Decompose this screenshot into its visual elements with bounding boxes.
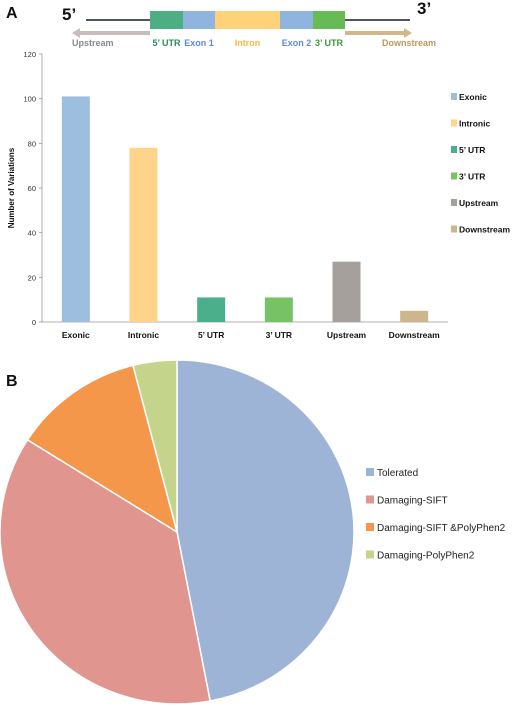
gene-structure-diagram: Upstream 5’ UTR Exon 1 Intron Exon 2 3’ UTR Do…: [72, 11, 436, 48]
pie-slices: [0, 359, 355, 705]
gene-segment-intron: [215, 11, 280, 29]
gene-segment-exon-2: [280, 11, 313, 29]
gene-segment-label-3-utr: 3’ UTR: [315, 38, 344, 48]
y-axis-title: Number of Variations: [7, 147, 16, 228]
bar-chart: Number of Variations 0 20 40 60 80 100 120 Exo…: [7, 50, 510, 340]
pie-legend-label-damaging-sift: Damaging-SIFT: [377, 496, 448, 507]
legend-label-intronic: Intronic: [459, 119, 490, 129]
category-label-exonic: Exonic: [62, 330, 90, 340]
legend-swatch-3-utr: [451, 172, 457, 180]
legend-label-upstream: Upstream: [459, 198, 499, 208]
legend-swatch-5-utr: [451, 146, 457, 153]
gene-segment-label-exon-2: Exon 2: [282, 38, 312, 48]
downstream-arrow: [345, 28, 412, 38]
legend-swatch-downstream: [451, 225, 457, 233]
upstream-arrow: [72, 28, 150, 38]
bar-exonic: [61, 96, 90, 322]
gene-segment-label-intron: Intron: [235, 38, 261, 48]
pie-slice-damaging-sift-polyphen2: [26, 364, 179, 534]
bar-upstream: [332, 261, 361, 322]
bars: [61, 96, 429, 322]
pie-legend-label-damaging-sift-polyphen2: Damaging-SIFT &PolyPhen2: [377, 523, 506, 534]
five-prime-label: 5’: [62, 5, 76, 24]
pie-chart: Tolerated Damaging-SIFT Damaging-SIFT &Pol…: [0, 359, 506, 705]
gene-segment-label-exon-1: Exon 1: [184, 38, 214, 48]
legend-label-3-utr: 3’ UTR: [459, 172, 485, 182]
pie-legend: Tolerated Damaging-SIFT Damaging-SIFT &Pol…: [366, 468, 506, 562]
pie-slice-damaging-polyphen2: [132, 359, 178, 533]
pie-legend-swatch-damaging-sift: [366, 495, 374, 504]
category-label-5-utr: 5’ UTR: [198, 330, 224, 340]
y-ticks: 0 20 40 60 80 100 120: [23, 50, 42, 327]
upstream-label: Upstream: [72, 38, 114, 48]
y-tick-label: 20: [28, 273, 36, 282]
pie-slice-tolerated: [176, 359, 355, 702]
legend-swatch-exonic: [451, 93, 457, 100]
gene-segment-3-utr: [313, 11, 345, 29]
legend-label-exonic: Exonic: [459, 92, 487, 102]
gene-segment-5-utr: [150, 11, 183, 29]
gene-segment-exon-1: [183, 11, 215, 29]
bar-legend: Exonic Intronic 5’ UTR 3’ UTR Upstream Downst…: [451, 92, 510, 235]
y-tick-label: 40: [28, 229, 36, 238]
legend-label-5-utr: 5’ UTR: [459, 145, 485, 155]
three-prime-label: 3’: [417, 0, 431, 18]
bar-intronic: [129, 147, 158, 322]
pie-slice-damaging-sift: [0, 438, 212, 705]
pie-legend-label-damaging-polyphen2: Damaging-PolyPhen2: [377, 551, 475, 562]
pie-legend-swatch-damaging-polyphen2: [366, 550, 374, 559]
y-tick-label: 60: [28, 184, 36, 193]
downstream-label: Downstream: [382, 38, 436, 48]
gene-segment-label-5-utr: 5’ UTR: [152, 38, 181, 48]
pie-legend-label-tolerated: Tolerated: [377, 468, 418, 479]
y-tick-label: 0: [32, 318, 36, 327]
legend-label-downstream: Downstream: [459, 225, 510, 235]
legend-swatch-upstream: [451, 199, 457, 206]
category-label-intronic: Intronic: [128, 330, 159, 340]
y-tick-label: 120: [23, 50, 36, 59]
bar-downstream: [400, 310, 429, 322]
pie-legend-swatch-damaging-sift-polyphen2: [366, 523, 374, 531]
legend-swatch-intronic: [451, 119, 457, 127]
bar-5-utr: [197, 297, 226, 322]
bar-3-utr: [264, 297, 293, 322]
y-tick-label: 80: [28, 139, 36, 148]
category-labels: Exonic Intronic 5’ UTR 3’ UTR Upstream Downst…: [62, 330, 440, 340]
y-tick-label: 100: [23, 95, 36, 104]
panel-b-letter: B: [6, 373, 18, 390]
category-label-downstream: Downstream: [389, 330, 440, 340]
category-label-upstream: Upstream: [327, 330, 367, 340]
category-label-3-utr: 3’ UTR: [266, 330, 292, 340]
pie-legend-swatch-tolerated: [366, 468, 374, 476]
panel-a-letter: A: [6, 5, 18, 22]
